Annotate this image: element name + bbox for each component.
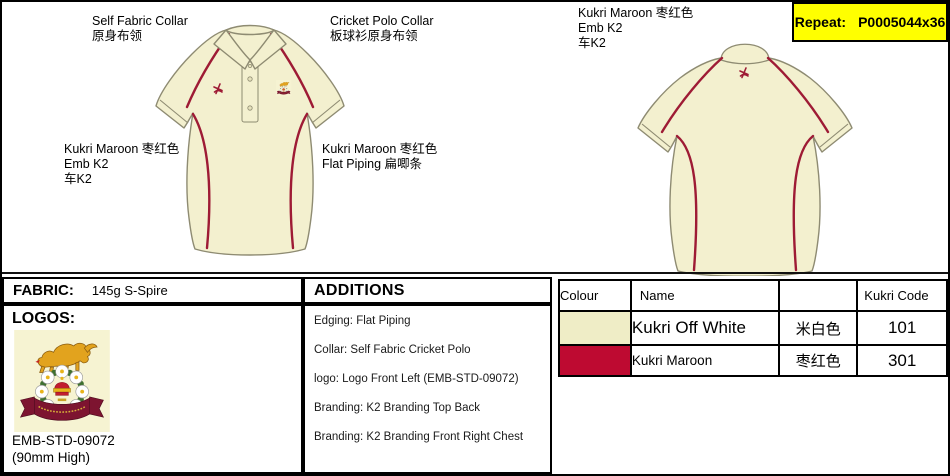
colour-chinese: 米白色 xyxy=(778,310,859,346)
col-header-name: Name xyxy=(629,279,781,312)
back-shirt-illustration xyxy=(637,43,853,276)
annotation-line: 板球衫原身布领 xyxy=(330,29,418,43)
addition-item: Edging: Flat Piping xyxy=(314,315,411,327)
addition-item: Branding: K2 Branding Top Back xyxy=(314,402,481,414)
front-shirt-illustration xyxy=(155,24,345,256)
colour-table-header-row: Colour Name Kukri Code xyxy=(558,279,948,312)
annotation-line: 车K2 xyxy=(64,172,92,186)
repeat-value: P0005044x36 xyxy=(858,14,946,30)
colour-row-off-white: Kukri Off White 米白色 101 xyxy=(558,310,948,346)
col-header-colour: Colour xyxy=(558,279,632,312)
annotation-line: 原身布领 xyxy=(92,29,143,43)
annotation-line: Kukri Maroon 枣红色 xyxy=(578,6,694,20)
addition-item: Collar: Self Fabric Cricket Polo xyxy=(314,344,471,356)
fabric-section: FABRIC: 145g S-Spire xyxy=(2,277,303,304)
annotation-line: 车K2 xyxy=(578,36,606,50)
crest-logo xyxy=(14,330,110,432)
addition-item: logo: Logo Front Left (EMB-STD-09072) xyxy=(314,373,519,385)
colour-name: Kukri Maroon xyxy=(629,344,781,377)
col-header-kukri-code: Kukri Code xyxy=(856,279,948,312)
fabric-label: FABRIC: xyxy=(13,282,74,299)
annotation-flat-piping: Kukri Maroon 枣红色 Flat Piping 扁唧条 xyxy=(322,142,437,172)
annotation-line: Kukri Maroon 枣红色 xyxy=(64,142,180,156)
annotation-back-emb: Kukri Maroon 枣红色 Emb K2 车K2 xyxy=(578,6,693,51)
additions-title: ADDITIONS xyxy=(303,277,552,304)
colour-table: Colour Name Kukri Code Kukri Off White 米… xyxy=(558,279,948,377)
additions-list: Edging: Flat Piping Collar: Self Fabric … xyxy=(303,304,552,474)
logos-label: LOGOS: xyxy=(12,310,76,327)
annotation-line: Self Fabric Collar xyxy=(92,14,188,28)
colour-chinese: 枣红色 xyxy=(778,344,859,377)
annotation-line: Flat Piping 扁唧条 xyxy=(322,157,423,171)
annotation-line: Emb K2 xyxy=(578,21,623,35)
section-divider xyxy=(2,272,948,274)
repeat-tag: Repeat: P0005044x36 xyxy=(792,2,948,42)
annotation-line: Cricket Polo Collar xyxy=(330,14,434,28)
annotation-cricket-polo-collar: Cricket Polo Collar 板球衫原身布领 xyxy=(330,14,434,44)
repeat-label: Repeat: xyxy=(794,14,847,30)
colour-row-maroon: Kukri Maroon 枣红色 301 xyxy=(558,344,948,377)
crest-logo-front-chest xyxy=(275,79,292,97)
annotation-front-emb: Kukri Maroon 枣红色 Emb K2 车K2 xyxy=(64,142,179,187)
col-header-chinese xyxy=(778,279,859,312)
colour-code: 101 xyxy=(856,310,948,346)
annotation-line: Kukri Maroon 枣红色 xyxy=(322,142,438,156)
swatch-off-white xyxy=(558,310,632,346)
colour-code: 301 xyxy=(856,344,948,377)
swatch-maroon xyxy=(558,344,632,377)
annotation-self-fabric-collar: Self Fabric Collar 原身布领 xyxy=(92,14,188,44)
annotation-line: Emb K2 xyxy=(64,157,109,171)
colour-name: Kukri Off White xyxy=(629,310,781,346)
logo-code: EMB-STD-09072 xyxy=(12,433,115,448)
logo-height-note: (90mm High) xyxy=(12,450,91,465)
logos-section: LOGOS: EMB-STD-09072 (90mm High) xyxy=(2,304,303,474)
fabric-value: 145g S-Spire xyxy=(91,283,168,298)
addition-item: Branding: K2 Branding Front Right Chest xyxy=(314,431,524,443)
